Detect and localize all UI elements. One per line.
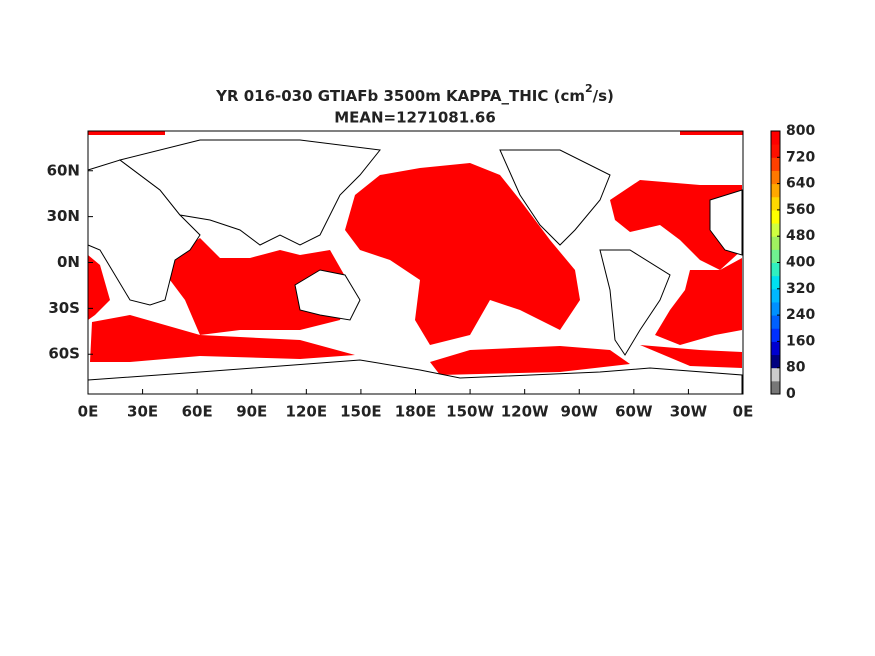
colorbar-tick-label: 0 (786, 386, 796, 402)
colorbar-segment (771, 275, 780, 290)
colorbar-segment (771, 367, 780, 382)
land (599, 249, 671, 356)
colorbar-tick-label: 640 (786, 176, 815, 192)
field (88, 131, 743, 375)
chart-subtitle: MEAN=1271081.66 (334, 109, 496, 127)
x-tick-label: 150E (340, 403, 382, 421)
chart-title: YR 016-030 GTIAFb 3500m KAPPA_THIC (cm2/… (215, 82, 614, 105)
colorbar-tick-label: 400 (786, 255, 815, 271)
x-tick-label: 120E (286, 403, 328, 421)
colorbar-segment (771, 315, 780, 329)
colorbar: 0 80 160 240 320 400 480 560 640 720 800 (770, 123, 815, 402)
land (294, 269, 361, 321)
colorbar-tick-label: 800 (786, 123, 815, 139)
x-tick-label: 90E (236, 403, 267, 421)
colorbar-segment (771, 249, 780, 263)
ocean-field (655, 258, 742, 345)
x-tick-label: 60E (182, 403, 213, 421)
colorbar-segment (771, 341, 780, 356)
colorbar-tick-label: 160 (786, 333, 815, 349)
x-tick-label: 0E (78, 403, 99, 421)
ocean-field (88, 255, 110, 320)
ocean-field (610, 180, 742, 270)
colorbar-segment (771, 196, 780, 211)
ocean-field (90, 315, 355, 362)
y-tick-label: 60S (48, 345, 80, 363)
title-end: /s) (593, 87, 614, 105)
ocean-field (430, 346, 630, 375)
x-tick-label: 0E (733, 403, 754, 421)
ocean-field (345, 163, 580, 345)
colorbar-segment (771, 288, 780, 303)
colorbar-segment (771, 170, 780, 185)
colorbar-segment (771, 328, 780, 342)
x-tick-label: 120W (501, 403, 549, 421)
x-tick-label: 150W (446, 403, 494, 421)
colorbar-segment (771, 262, 780, 277)
y-tick-label: 60N (47, 161, 80, 179)
colorbar-segment (771, 157, 780, 171)
colorbar-segment (771, 380, 780, 395)
colorbar-tick-label: 240 (786, 307, 815, 323)
title-text: YR 016-030 GTIAFb 3500m KAPPA_THIC (cm (215, 87, 585, 105)
y-tick-label: 0N (57, 253, 80, 271)
title-superscript: 2 (585, 82, 593, 95)
land (499, 149, 611, 246)
colorbar-segment (771, 236, 780, 250)
y-tick-label: 30S (48, 299, 80, 317)
ocean-field (640, 345, 742, 368)
map (87, 130, 744, 395)
colorbar-segment (771, 223, 780, 237)
y-tick-label: 30N (47, 207, 80, 225)
x-tick-label: 30E (127, 403, 158, 421)
colorbar-segment (771, 354, 780, 369)
x-tick-label: 30W (670, 403, 708, 421)
land (709, 189, 743, 256)
land (118, 139, 381, 246)
colorbar-tick-label: 720 (786, 149, 815, 165)
x-tick-label: 60W (615, 403, 653, 421)
colorbar-segment (771, 301, 780, 316)
colorbar-tick-label: 80 (786, 360, 806, 376)
colorbar-tick-label: 560 (786, 202, 815, 218)
colorbar-tick-label: 320 (786, 281, 815, 297)
colorbar-segment (771, 183, 780, 198)
colorbar-segment (771, 131, 780, 145)
colorbar-segment (771, 144, 780, 158)
x-tick-label: 90W (561, 403, 599, 421)
colorbar-tick-label: 480 (786, 228, 815, 244)
colorbar-segment (771, 209, 780, 224)
x-tick-label: 180E (395, 403, 437, 421)
